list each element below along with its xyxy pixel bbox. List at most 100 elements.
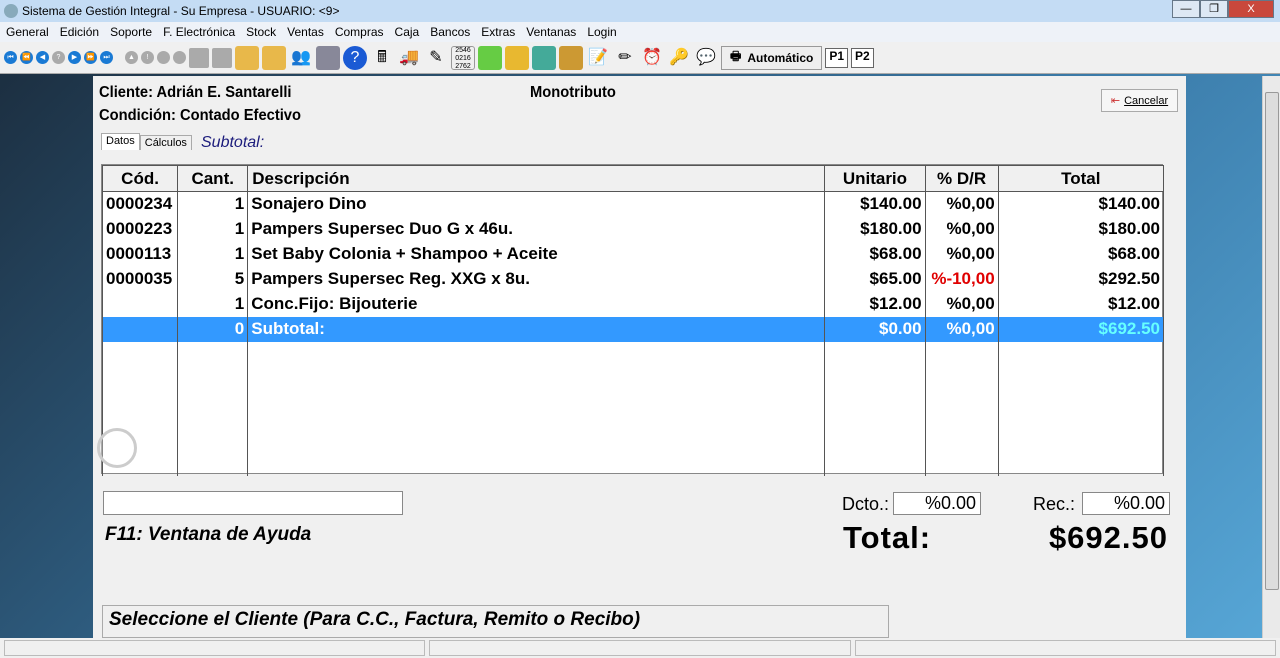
cell-cod[interactable] [101,316,179,342]
close-button[interactable]: X [1228,0,1274,18]
p1-button[interactable]: P1 [825,47,849,68]
menu-stock[interactable]: Stock [246,25,277,39]
cell-unitario[interactable]: $180.00 [824,216,926,242]
table-row[interactable]: 0000223 1 Pampers Supersec Duo G x 46u. $18… [101,216,1165,242]
cell-cant[interactable]: 1 [177,241,249,267]
cell-cod[interactable]: 0000234 [101,191,179,217]
alarm-clock-icon[interactable]: ⏰ [642,48,662,66]
cell-dr[interactable]: %0,00 [924,241,999,267]
table-row[interactable]: 0000234 1 Sonajero Dino $140.00 %0,00 $140.00 [101,191,1165,217]
box-icon[interactable] [235,45,259,70]
cell-total[interactable]: $140.00 [997,191,1165,217]
restore-button[interactable]: ❐ [1200,0,1228,18]
cell-total[interactable]: $12.00 [997,291,1165,317]
p2-button[interactable]: P2 [851,47,874,68]
help-icon[interactable]: ? [343,45,367,70]
cell-dr[interactable]: %0,00 [924,291,999,317]
menu-caja[interactable]: Caja [394,25,420,39]
cell-descripcion[interactable]: Sonajero Dino [247,191,826,217]
last-record-icon[interactable]: ⏭ [100,51,113,64]
up-icon[interactable]: ▲ [125,51,138,64]
prev-icon[interactable]: ◀ [36,51,49,64]
info-icon[interactable]: ! [141,51,154,64]
cell-unitario[interactable]: $65.00 [824,266,926,292]
users-icon[interactable]: 👥 [291,48,311,66]
menu-f-electronica[interactable]: F. Electrónica [163,25,236,39]
disabled-square-icon[interactable] [212,47,232,68]
tab-calculos[interactable]: Cálculos [139,135,192,150]
col-total[interactable]: Total [997,165,1165,192]
cell-total[interactable]: $292.50 [997,266,1165,292]
cell-unitario[interactable]: $12.00 [824,291,926,317]
fast-forward-icon[interactable]: ⏩ [84,51,97,64]
cell-descripcion[interactable]: Subtotal: [247,316,826,342]
cell-cant[interactable]: 0 [177,316,249,342]
menu-extras[interactable]: Extras [481,25,516,39]
cell-cant[interactable]: 1 [177,216,249,242]
menu-ventas[interactable]: Ventas [287,25,324,39]
tab-datos[interactable]: Datos [101,133,140,150]
cell-total[interactable]: $692.50 [997,316,1165,342]
tools-icon[interactable]: ✎ [429,48,443,66]
book-icon[interactable] [559,45,583,70]
menu-edicion[interactable]: Edición [59,25,100,39]
next-icon[interactable]: ▶ [68,51,81,64]
cell-cod[interactable]: 0000113 [101,241,179,267]
menu-compras[interactable]: Compras [334,25,384,39]
numbers-icon[interactable]: 2546 0216 2762 [451,45,475,70]
scrollbar-thumb[interactable] [1265,92,1279,590]
cell-total[interactable]: $68.00 [997,241,1165,267]
support-icon[interactable]: 💬 [696,48,716,66]
gold-boxes-icon[interactable] [505,45,529,70]
disabled-square-icon[interactable] [189,47,209,68]
cell-unitario[interactable]: $0.00 [824,316,926,342]
key-icon[interactable]: 🔑 [669,48,689,66]
magnifier-icon[interactable] [97,428,137,468]
table-row[interactable]: 0 Subtotal: $0.00 %0,00 $692.50 [101,316,1165,342]
menu-bancos[interactable]: Bancos [430,25,471,39]
dcto-input[interactable]: %0.00 [893,492,981,515]
table-row[interactable]: 0000113 1 Set Baby Colonia + Shampoo + Ace… [101,241,1165,267]
col-cod[interactable]: Cód. [101,165,179,192]
rec-input[interactable]: %0.00 [1082,492,1170,515]
cell-descripcion[interactable]: Pampers Supersec Reg. XXG x 8u. [247,266,826,292]
cell-cod[interactable]: 0000035 [101,266,179,292]
cell-unitario[interactable]: $140.00 [824,191,926,217]
cell-unitario[interactable]: $68.00 [824,241,926,267]
cell-cod[interactable] [101,291,179,317]
menu-general[interactable]: General [6,25,49,39]
cell-dr[interactable]: %0,00 [924,216,999,242]
minimize-button[interactable]: — [1172,0,1200,18]
disabled-icon[interactable] [157,51,170,64]
table-row[interactable]: 1 Conc.Fijo: Bijouterie $12.00 %0,00 $12.00 [101,291,1165,317]
cancel-button[interactable]: ⇤ Cancelar [1101,89,1178,112]
chart-icon[interactable] [532,45,556,70]
help-record-icon[interactable]: ? [52,51,65,64]
money-icon[interactable] [478,45,502,70]
edit-note-icon[interactable]: ✏ [618,48,632,66]
notes-icon[interactable]: 📝 [588,48,608,66]
cell-dr[interactable]: %0,00 [924,316,999,342]
first-record-icon[interactable]: ⏮ [4,51,17,64]
cash-register-icon[interactable] [316,45,340,70]
cell-cant[interactable]: 1 [177,291,249,317]
items-grid[interactable]: Cód. Cant. Descripción Unitario % D/R To… [101,164,1165,476]
table-row[interactable]: 0000035 5 Pampers Supersec Reg. XXG x 8u. $… [101,266,1165,292]
code-input[interactable] [103,491,403,515]
col-descripcion[interactable]: Descripción [247,165,826,192]
cell-dr[interactable]: %0,00 [924,191,999,217]
truck-icon[interactable]: 🚚 [399,48,419,66]
menu-ventanas[interactable]: Ventanas [526,25,577,39]
cell-cant[interactable]: 5 [177,266,249,292]
disabled-icon[interactable] [173,51,186,64]
col-unitario[interactable]: Unitario [824,165,926,192]
cell-descripcion[interactable]: Set Baby Colonia + Shampoo + Aceite [247,241,826,267]
cell-descripcion[interactable]: Conc.Fijo: Bijouterie [247,291,826,317]
cell-total[interactable]: $180.00 [997,216,1165,242]
menu-login[interactable]: Login [587,25,617,39]
cell-cant[interactable]: 1 [177,191,249,217]
print-mode-button[interactable]: 🖶 Automático [721,45,823,70]
cell-descripcion[interactable]: Pampers Supersec Duo G x 46u. [247,216,826,242]
col-dr[interactable]: % D/R [924,165,999,192]
calculator-icon[interactable]: 🖩 [377,48,387,66]
